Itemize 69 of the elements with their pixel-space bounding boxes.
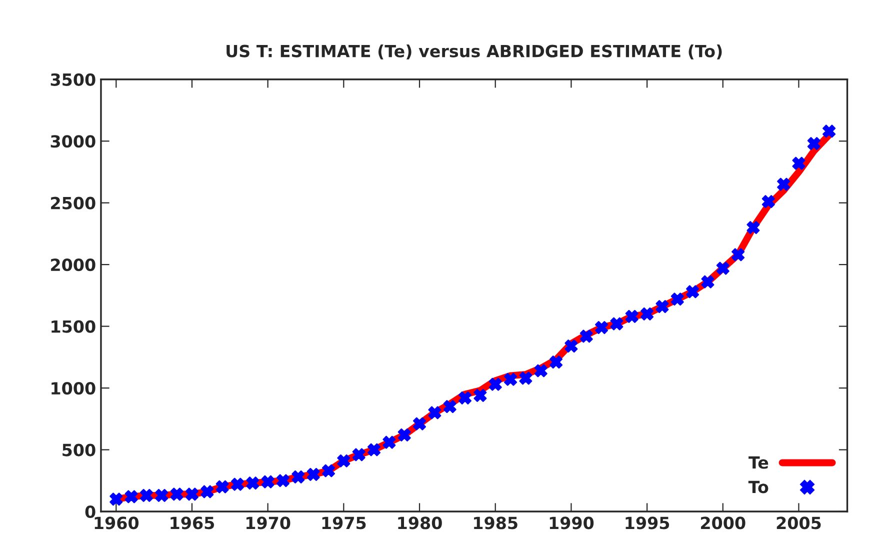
point bbox=[352, 448, 366, 462]
y-tick-label: 3000 bbox=[50, 135, 96, 148]
y-tick-label: 1000 bbox=[52, 382, 96, 395]
point bbox=[292, 470, 305, 484]
y-tick-label: 2000 bbox=[51, 258, 96, 272]
x-tick-label: 1960 bbox=[94, 516, 139, 530]
point bbox=[413, 417, 426, 430]
point bbox=[185, 488, 198, 501]
point bbox=[670, 292, 684, 306]
point bbox=[732, 248, 745, 262]
point bbox=[504, 372, 518, 386]
point bbox=[686, 285, 700, 298]
point bbox=[580, 330, 593, 343]
point bbox=[382, 436, 396, 449]
point bbox=[488, 378, 502, 391]
point bbox=[306, 468, 320, 481]
point bbox=[534, 364, 548, 378]
x-tick-label: 1990 bbox=[550, 516, 594, 530]
x-tick-label: 1965 bbox=[170, 516, 214, 530]
point bbox=[428, 406, 442, 420]
y-tick-label: 500 bbox=[62, 444, 96, 456]
point bbox=[777, 178, 790, 191]
point bbox=[110, 492, 123, 506]
point bbox=[550, 356, 563, 369]
point bbox=[716, 262, 730, 275]
x-tick-label: 2005 bbox=[776, 516, 821, 530]
point bbox=[443, 400, 456, 414]
point bbox=[640, 307, 654, 320]
x-tick-label: 1995 bbox=[626, 516, 670, 530]
x-tick-label: 1975 bbox=[322, 516, 366, 530]
point bbox=[474, 388, 487, 402]
point bbox=[230, 478, 244, 491]
point bbox=[155, 488, 168, 502]
x-tick-label: 1980 bbox=[398, 516, 442, 530]
point bbox=[519, 372, 532, 385]
chart-title: US T: ESTIMATE (Te) versus ABRIDGED ESTIMATE (To) bbox=[226, 44, 722, 60]
point bbox=[625, 310, 638, 323]
point bbox=[322, 464, 336, 478]
point bbox=[822, 124, 836, 138]
point bbox=[792, 156, 806, 170]
point bbox=[276, 474, 290, 488]
point bbox=[595, 321, 608, 334]
point bbox=[200, 485, 214, 498]
point bbox=[140, 488, 153, 502]
point bbox=[656, 300, 669, 314]
y-tick-label: 0 bbox=[85, 505, 96, 518]
point bbox=[246, 476, 260, 490]
x-tick-label: 2000 bbox=[701, 516, 746, 530]
legend-label: Te bbox=[748, 456, 768, 469]
point bbox=[170, 488, 184, 501]
x-tick-label: 1985 bbox=[474, 516, 518, 530]
point bbox=[216, 480, 229, 494]
point bbox=[261, 475, 274, 488]
point bbox=[398, 428, 411, 442]
point bbox=[807, 137, 820, 150]
point bbox=[564, 340, 578, 353]
point bbox=[701, 275, 714, 288]
point bbox=[337, 454, 350, 468]
point bbox=[610, 317, 624, 330]
legend-label: To bbox=[748, 480, 768, 494]
point bbox=[124, 490, 138, 504]
x-tick-label: 1970 bbox=[246, 516, 290, 530]
point bbox=[458, 391, 472, 404]
y-tick-label: 2500 bbox=[51, 196, 96, 210]
point bbox=[746, 221, 760, 234]
point bbox=[368, 443, 381, 456]
y-tick-label: 1500 bbox=[52, 320, 96, 333]
point bbox=[762, 195, 775, 208]
y-tick-label: 3500 bbox=[50, 73, 96, 86]
